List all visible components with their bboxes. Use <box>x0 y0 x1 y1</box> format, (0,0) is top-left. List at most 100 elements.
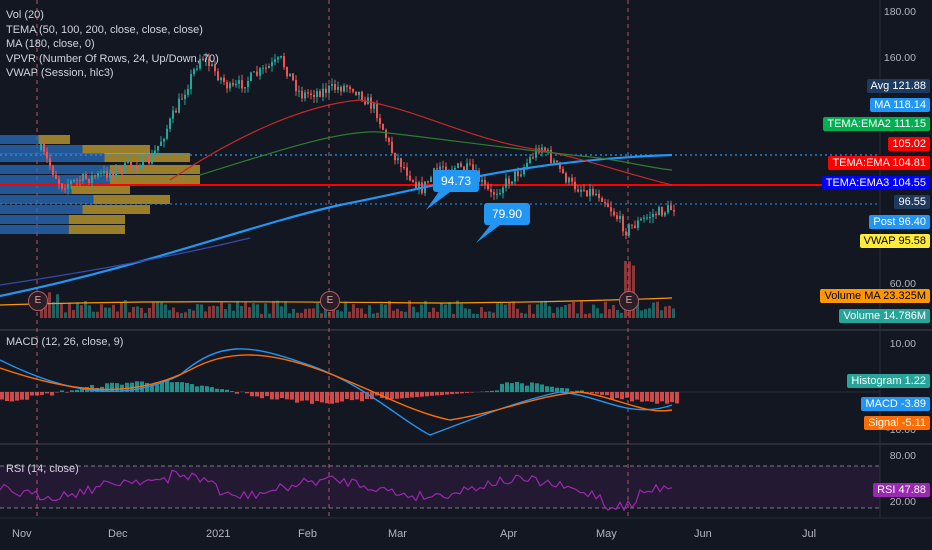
candle-body <box>181 98 183 100</box>
volume-bar <box>544 300 547 318</box>
legend-vpvr[interactable]: VPVR (Number Of Rows, 24, Up/Down, 70) <box>6 52 219 65</box>
volume-bar <box>660 310 663 318</box>
macd-histogram-bar <box>620 392 624 400</box>
candle-body <box>502 187 504 194</box>
macd-histogram-bar <box>110 382 114 392</box>
candle-body <box>334 84 336 90</box>
macd-histogram-bar <box>185 382 189 392</box>
macd-histogram-bar <box>220 389 224 392</box>
rsi-title[interactable]: RSI (14, close) <box>6 463 79 475</box>
volume-bar <box>244 301 247 318</box>
candle-body <box>535 148 537 158</box>
macd-title[interactable]: MACD (12, 26, close, 9) <box>6 336 124 348</box>
candle-body <box>529 157 531 163</box>
candle-body <box>205 58 207 61</box>
macd-histogram-bar <box>255 392 259 397</box>
volume-bar <box>468 308 471 318</box>
volume-bar <box>292 308 295 318</box>
candle-body <box>46 151 48 159</box>
volume-bar <box>540 301 543 318</box>
macd-histogram-bar <box>430 392 434 396</box>
macd-histogram-bar <box>115 383 119 392</box>
volume-bar <box>612 305 615 318</box>
callout-low[interactable]: 79.90 <box>484 203 531 225</box>
candle-body <box>313 94 315 98</box>
candle-body <box>520 174 522 177</box>
candle-body <box>169 118 171 129</box>
candle-body <box>202 58 204 61</box>
macd-tag-2-label: MACD <box>865 398 898 410</box>
volume-bar <box>668 305 671 318</box>
candle-body <box>493 192 495 195</box>
volume-bar <box>332 308 335 318</box>
rsi-tag-label: RSI <box>877 484 896 496</box>
macd-histogram-bar <box>655 392 659 404</box>
legend-vwap[interactable]: VWAP (Session, hlc3) <box>6 67 114 79</box>
macd-histogram-bar <box>345 392 349 399</box>
volume-bar <box>80 305 83 318</box>
volume-profile-bar <box>104 153 190 162</box>
volume-bar <box>156 301 159 318</box>
price-tick-180: 180.00 <box>883 6 916 18</box>
legend-vol[interactable]: Vol (20) <box>6 9 44 21</box>
candle-body <box>619 215 621 219</box>
macd-histogram-bar <box>665 392 669 404</box>
volume-bar <box>76 303 79 318</box>
callout-high[interactable]: 94.73 <box>433 170 480 192</box>
price-tag-2: MA 118.14 <box>870 98 930 112</box>
candle-body <box>166 128 168 139</box>
macd-histogram-bar <box>155 383 159 392</box>
earnings-marker[interactable]: E <box>619 291 639 311</box>
candle-body <box>511 181 513 184</box>
macd-histogram-bar <box>125 382 129 392</box>
macd-histogram-bar <box>45 392 49 394</box>
price-tag-11-value: 14.786M <box>880 310 926 322</box>
macd-histogram-bar <box>625 392 629 398</box>
candle-body <box>364 100 366 105</box>
candle-body <box>49 158 51 167</box>
candle-body <box>325 88 327 93</box>
price-tag-9: VWAP 95.58 <box>859 234 930 248</box>
legend-ma[interactable]: MA (180, close, 0) <box>6 38 95 50</box>
candle-body <box>601 198 603 202</box>
volume-bar <box>268 313 271 318</box>
candle-body <box>214 64 216 72</box>
candle-body <box>187 89 189 95</box>
candle-body <box>241 80 243 89</box>
volume-bar <box>504 304 507 318</box>
earnings-marker[interactable]: E <box>28 291 48 311</box>
volume-profile-bar <box>0 205 83 214</box>
macd-histogram-bar <box>510 383 514 392</box>
candle-body <box>523 166 525 175</box>
legend-tema[interactable]: TEMA (50, 100, 200, close, close, close) <box>6 23 203 36</box>
candle-body <box>454 167 456 170</box>
macd-histogram-bar <box>70 390 74 392</box>
volume-bar <box>384 304 387 318</box>
candle-body <box>157 145 159 151</box>
macd-histogram-bar <box>605 392 609 396</box>
volume-bar <box>312 308 315 318</box>
macd-tag-1-value: 1.22 <box>901 375 926 387</box>
macd-histogram-bar <box>40 392 44 395</box>
macd-tick-10: 10.00 <box>889 338 916 350</box>
candle-body <box>439 166 441 170</box>
volume-bar <box>360 308 363 318</box>
earnings-marker[interactable]: E <box>320 291 340 311</box>
volume-bar <box>344 301 347 318</box>
candle-body <box>436 168 438 170</box>
macd-histogram-bar <box>200 385 204 392</box>
candle-body <box>253 71 255 73</box>
rsi-tick-80: 80.00 <box>889 450 916 462</box>
candle-body <box>427 181 429 183</box>
volume-bar <box>276 300 279 318</box>
volume-bar <box>196 303 199 318</box>
candle-body <box>361 91 363 101</box>
candle-body <box>292 73 294 80</box>
macd-tag-2: MACD -3.89 <box>861 397 930 411</box>
candle-body <box>343 85 345 92</box>
price-tag-2-label: MA <box>874 99 891 111</box>
indicator-legend: Vol (20) TEMA (50, 100, 200, close, clos… <box>6 8 219 81</box>
candle-body <box>322 88 324 97</box>
candle-body <box>139 168 141 170</box>
